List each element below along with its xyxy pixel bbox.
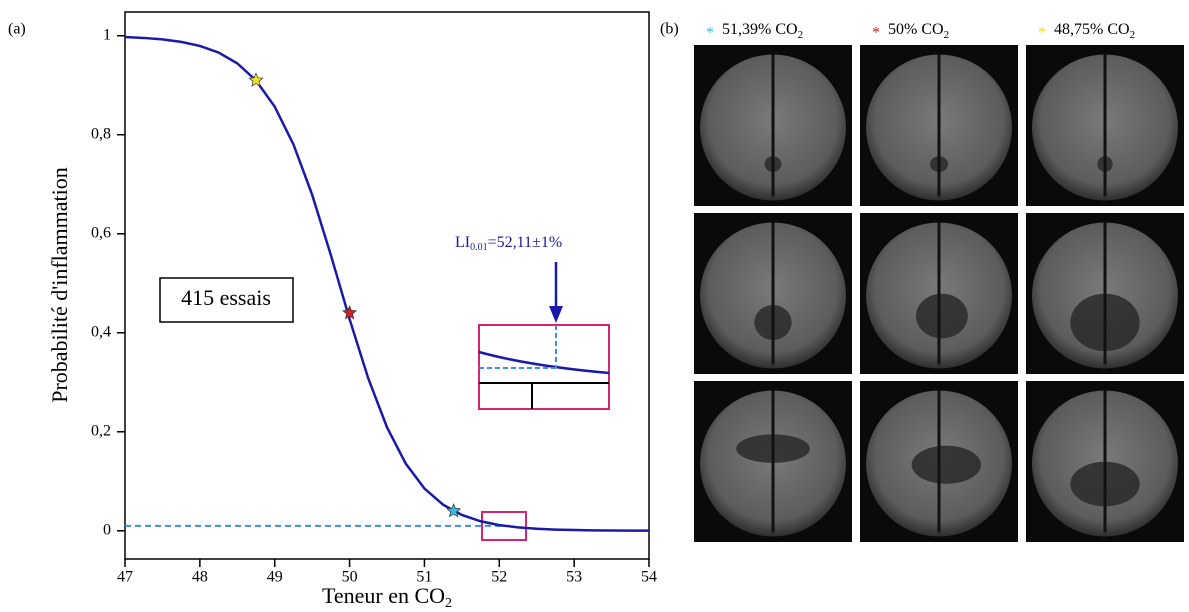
annotation-text: =52,11±1% <box>488 234 563 251</box>
x-tick-label: 47 <box>117 569 133 586</box>
header-sub: 2 <box>944 29 950 41</box>
annotation-arrowhead <box>549 306 563 323</box>
y-tick-label: 0,2 <box>91 422 111 439</box>
curve <box>124 35 650 532</box>
flame <box>916 293 968 339</box>
photo <box>694 45 852 206</box>
y-tick-label: 0,8 <box>91 125 111 142</box>
y-tick-label: 0,4 <box>91 323 111 340</box>
y-tick-label: 0,6 <box>91 224 111 241</box>
flame <box>911 445 981 484</box>
header-text: 51,39% CO2 <box>722 21 803 41</box>
star-point <box>342 305 358 320</box>
star-point <box>248 72 264 87</box>
photo <box>1026 213 1184 374</box>
header-main: 48,75% CO <box>1054 21 1130 38</box>
electrode <box>937 54 941 197</box>
annotation-sub: 0.01 <box>470 242 488 253</box>
x-tick-label: 48 <box>192 569 208 586</box>
electrode <box>1103 222 1107 365</box>
electrode <box>771 390 775 533</box>
star-point <box>446 503 462 518</box>
photo <box>1026 45 1184 206</box>
photo <box>860 381 1018 542</box>
header-marker: * <box>872 25 880 42</box>
electrode <box>771 222 775 365</box>
electrode <box>1103 390 1107 533</box>
header-marker: * <box>1038 25 1046 42</box>
sample-box <box>159 277 294 323</box>
photo <box>860 45 1018 206</box>
x-tick-label: 50 <box>342 569 358 586</box>
header-main: 51,39% CO <box>722 21 798 38</box>
header-marker: * <box>706 25 714 42</box>
x-axis-label-main: Teneur en CO <box>322 583 445 608</box>
panel-label: (a) <box>8 21 26 38</box>
electrode <box>1103 54 1107 197</box>
x-tick-label: 51 <box>416 569 432 586</box>
header-text: 48,75% CO2 <box>1054 21 1135 41</box>
electrode <box>771 54 775 197</box>
sample-box-text: 415 essais <box>181 285 271 310</box>
inset-curve <box>478 350 610 375</box>
annotation: LI0.01=52,11±1% <box>455 234 562 254</box>
header-sub: 2 <box>798 29 804 41</box>
x-tick-label: 54 <box>641 569 657 586</box>
header-text: 50% CO2 <box>888 21 949 41</box>
x-axis-label-sub: 2 <box>445 596 452 611</box>
x-tick-label: 53 <box>566 569 582 586</box>
electrode <box>937 390 941 533</box>
annotation-prefix: LI <box>455 234 470 251</box>
panel-label: (b) <box>660 21 679 38</box>
x-tick-label: 49 <box>267 569 283 586</box>
zoom-region <box>481 511 527 541</box>
y-tick-label: 1 <box>103 26 111 43</box>
plot-frame <box>124 11 650 560</box>
x-axis-label: Teneur en CO2 <box>322 583 452 611</box>
photo <box>1026 381 1184 542</box>
photo <box>694 213 852 374</box>
y-tick-label: 0 <box>103 521 111 538</box>
y-axis-label: Probabilité d'inflammation <box>47 167 72 403</box>
x-tick-label: 52 <box>491 569 507 586</box>
header-main: 50% CO <box>888 21 944 38</box>
header-sub: 2 <box>1130 29 1136 41</box>
electrode <box>937 222 941 365</box>
inset <box>478 324 610 410</box>
photo <box>694 381 852 542</box>
photo <box>860 213 1018 374</box>
